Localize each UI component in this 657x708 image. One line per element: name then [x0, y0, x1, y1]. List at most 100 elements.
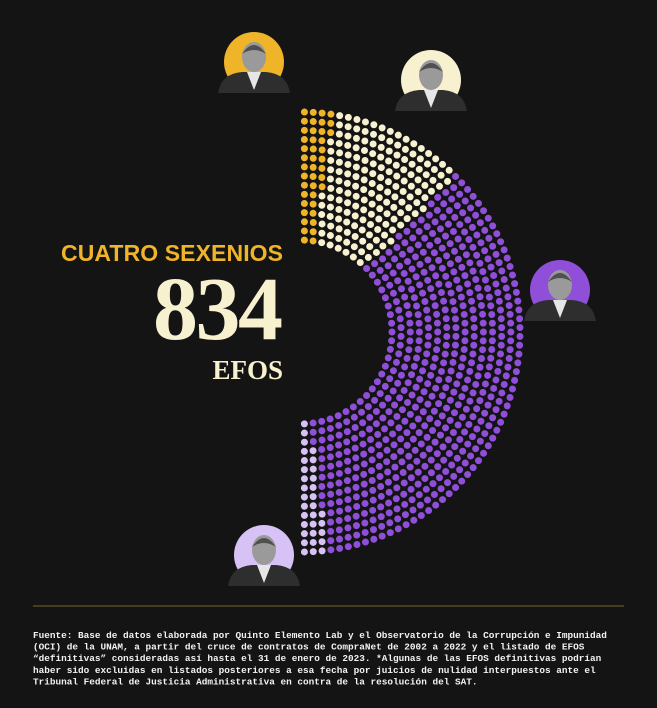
dot [309, 548, 317, 556]
dot [335, 479, 343, 487]
dot [300, 466, 308, 474]
dot [386, 375, 394, 383]
dot [440, 297, 448, 305]
dot [484, 442, 492, 450]
dot [369, 496, 377, 504]
dot [404, 277, 412, 285]
portrait-shirt [247, 72, 261, 90]
dot [360, 176, 368, 184]
dot [505, 354, 513, 362]
dot [414, 241, 422, 249]
dot [335, 421, 343, 429]
dot [425, 445, 433, 453]
dot [415, 227, 423, 235]
dot [335, 177, 343, 185]
dot [437, 367, 445, 375]
dot [335, 451, 343, 459]
dot [476, 259, 484, 267]
dot [375, 215, 383, 223]
dot [492, 376, 500, 384]
dot [385, 509, 393, 517]
dot [384, 468, 392, 476]
dot [353, 502, 361, 510]
dot [318, 183, 326, 191]
dot [390, 441, 398, 449]
dot [300, 190, 308, 198]
dot [416, 375, 424, 383]
dot [394, 515, 402, 523]
dot [477, 417, 485, 425]
dot [432, 155, 440, 163]
dot [344, 189, 352, 197]
dot [419, 408, 427, 416]
dot [360, 470, 368, 478]
dot [352, 454, 360, 462]
dot [479, 268, 487, 276]
dot [344, 170, 352, 178]
dot [344, 151, 352, 159]
dot [414, 415, 422, 423]
dot [461, 459, 469, 467]
dot [384, 188, 392, 196]
dot [372, 408, 380, 416]
dot [414, 311, 422, 319]
portrait-shirt [553, 300, 567, 318]
dot [431, 438, 439, 446]
dot [367, 210, 375, 218]
dot [405, 452, 413, 460]
dot [438, 412, 446, 420]
dot [455, 371, 463, 379]
dot [495, 397, 503, 405]
dot [309, 108, 317, 116]
dot [408, 391, 416, 399]
dot [423, 160, 431, 168]
dot [490, 272, 498, 280]
dot [391, 463, 399, 471]
dot [487, 354, 495, 362]
dot [309, 127, 317, 135]
dot [335, 205, 343, 213]
dot [359, 216, 367, 224]
dot [409, 435, 417, 443]
dot [484, 371, 492, 379]
dot [454, 255, 462, 263]
dot [469, 350, 477, 358]
dot [493, 426, 501, 434]
dot [426, 241, 434, 249]
dot [393, 172, 401, 180]
dot [484, 285, 492, 293]
dot [456, 466, 464, 474]
dot [353, 531, 361, 539]
dot [386, 127, 394, 135]
dot [401, 145, 409, 153]
dot [327, 434, 335, 442]
dot [423, 433, 431, 441]
dot [474, 372, 482, 380]
dot [335, 130, 343, 138]
dot [385, 157, 393, 165]
dot [318, 547, 326, 555]
dot [464, 280, 472, 288]
dot [309, 502, 317, 510]
dot [300, 200, 308, 207]
dot [433, 319, 441, 327]
dot [335, 168, 343, 176]
dot [439, 213, 447, 221]
dot [382, 436, 390, 444]
dot [372, 248, 380, 256]
dot [352, 464, 360, 472]
dot [318, 220, 326, 228]
dot [371, 396, 379, 404]
dot [326, 444, 334, 452]
dot [376, 184, 384, 192]
dot [327, 166, 335, 174]
dot [335, 469, 343, 477]
dot [385, 488, 393, 496]
dot [365, 231, 373, 239]
dot [386, 529, 394, 537]
dot [369, 506, 377, 514]
dot [377, 503, 385, 511]
dot [424, 276, 432, 284]
dot [327, 194, 335, 202]
dot [377, 513, 385, 521]
